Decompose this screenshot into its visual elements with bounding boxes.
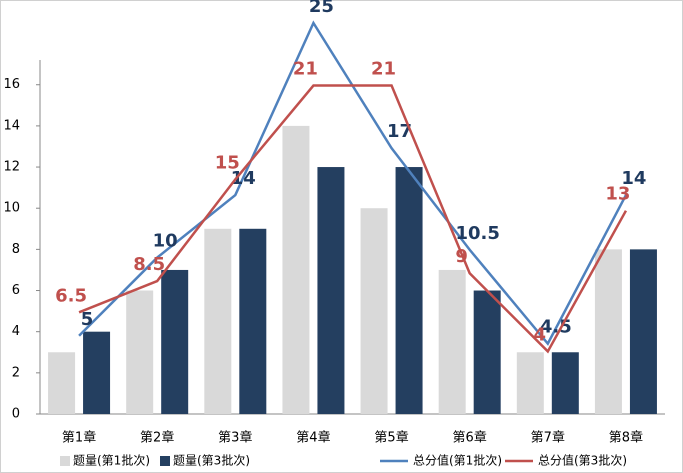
bar bbox=[516, 352, 544, 414]
y-tick-label: 16 bbox=[3, 77, 20, 92]
bar bbox=[473, 290, 501, 414]
x-tick-label: 第1章 bbox=[62, 430, 96, 446]
y-tick-label: 14 bbox=[3, 118, 20, 133]
legend-label: 题量(第3批次) bbox=[173, 453, 250, 468]
data-label: 21 bbox=[371, 59, 396, 80]
data-label: 4 bbox=[534, 324, 547, 345]
x-tick-label: 第5章 bbox=[374, 430, 408, 446]
data-label: 5 bbox=[81, 309, 94, 330]
data-label: 9 bbox=[455, 246, 468, 267]
data-label: 13 bbox=[605, 184, 630, 205]
bar bbox=[395, 167, 423, 414]
bar bbox=[239, 228, 267, 414]
bar bbox=[282, 125, 310, 414]
bar bbox=[551, 352, 579, 414]
y-tick-label: 10 bbox=[3, 201, 20, 216]
data-label: 10.5 bbox=[455, 223, 499, 244]
bar bbox=[360, 208, 388, 414]
data-label: 25 bbox=[309, 0, 334, 17]
bar bbox=[317, 167, 345, 414]
x-tick-label: 第8章 bbox=[609, 430, 643, 446]
data-label: 10 bbox=[153, 231, 178, 252]
data-label: 6.5 bbox=[55, 285, 87, 306]
data-label: 14 bbox=[621, 168, 646, 189]
y-tick-label: 8 bbox=[12, 242, 20, 257]
bar bbox=[438, 269, 466, 414]
legend-swatch bbox=[160, 456, 170, 466]
bar bbox=[126, 290, 154, 414]
y-tick-label: 6 bbox=[12, 283, 20, 298]
data-label: 8.5 bbox=[133, 254, 165, 275]
line bbox=[78, 84, 628, 354]
bar bbox=[83, 331, 111, 414]
y-tick-label: 4 bbox=[12, 324, 20, 339]
legend-label: 题量(第1批次) bbox=[73, 453, 150, 468]
data-label: 21 bbox=[293, 59, 318, 80]
x-tick-label: 第7章 bbox=[531, 430, 565, 446]
bar bbox=[161, 269, 189, 414]
data-label: 14 bbox=[231, 168, 256, 189]
bar bbox=[48, 352, 76, 414]
data-label: 17 bbox=[387, 121, 412, 142]
bar bbox=[629, 249, 657, 414]
y-tick-label: 2 bbox=[12, 365, 20, 380]
legend-label: 总分值(第3批次) bbox=[538, 453, 627, 468]
x-tick-label: 第2章 bbox=[140, 430, 174, 446]
y-tick-label: 12 bbox=[3, 160, 20, 175]
x-tick-label: 第6章 bbox=[453, 430, 487, 446]
bar bbox=[594, 249, 622, 414]
x-tick-label: 第3章 bbox=[218, 430, 252, 446]
y-tick-label: 0 bbox=[12, 407, 20, 422]
x-tick-label: 第4章 bbox=[296, 430, 330, 446]
data-label: 15 bbox=[215, 152, 240, 173]
legend-label: 总分值(第1批次) bbox=[413, 453, 502, 468]
legend-swatch bbox=[60, 456, 70, 466]
bar bbox=[204, 228, 232, 414]
